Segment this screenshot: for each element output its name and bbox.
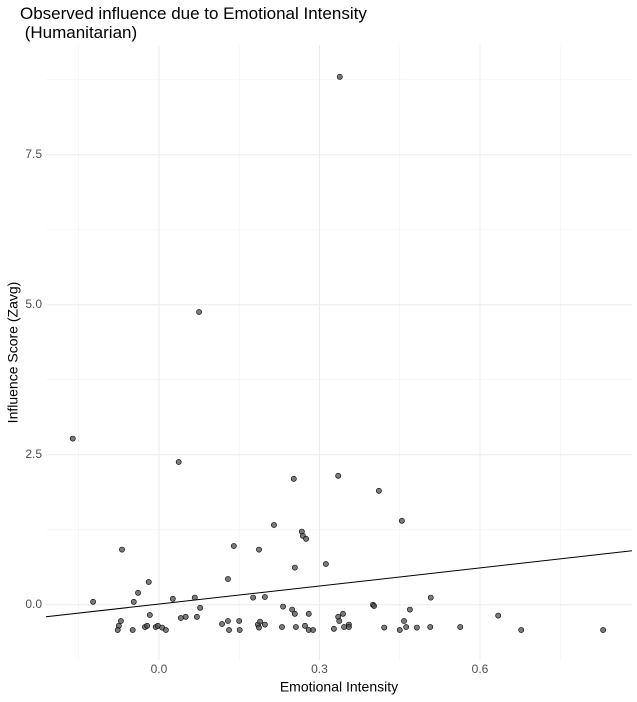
point	[236, 618, 243, 624]
point	[518, 627, 525, 633]
point	[236, 627, 243, 633]
x-tick-label: 0.6	[472, 662, 489, 676]
point	[197, 604, 204, 611]
point	[331, 625, 337, 632]
point	[271, 522, 277, 528]
x-axis-title: Emotional Intensity	[280, 679, 398, 695]
point	[261, 594, 268, 600]
point	[177, 615, 184, 621]
point	[196, 309, 202, 315]
point	[305, 610, 312, 617]
point	[495, 612, 502, 619]
point	[346, 624, 352, 630]
point	[310, 627, 316, 633]
point	[280, 603, 286, 610]
point	[129, 627, 136, 633]
y-tick-label: 0.0	[25, 597, 42, 611]
point	[169, 595, 176, 602]
y-tick-label: 5.0	[25, 297, 42, 311]
point	[375, 487, 382, 494]
point	[457, 624, 464, 630]
point	[413, 624, 420, 631]
point	[398, 517, 405, 524]
point	[396, 627, 403, 633]
point	[225, 618, 231, 624]
point	[381, 624, 388, 631]
chart-title: Observed influence due to Emotional Inte…	[20, 4, 367, 42]
point	[175, 459, 182, 465]
point	[427, 624, 434, 630]
point	[341, 624, 347, 630]
point	[303, 535, 309, 542]
y-tick-label: 7.5	[25, 147, 42, 161]
point	[219, 621, 225, 627]
point	[427, 594, 434, 601]
x-tick-label: 0.0	[151, 662, 168, 676]
point	[336, 73, 343, 80]
point	[130, 598, 137, 605]
point	[119, 546, 125, 553]
point	[135, 589, 141, 596]
point	[291, 564, 298, 571]
point	[226, 627, 232, 633]
point	[118, 618, 124, 624]
point	[407, 606, 413, 613]
point	[290, 475, 297, 482]
point	[230, 543, 237, 549]
point	[289, 606, 296, 613]
point	[403, 624, 410, 630]
point	[250, 594, 257, 601]
point	[114, 627, 121, 633]
x-tick-label: 0.3	[311, 662, 328, 676]
point	[261, 621, 268, 628]
point	[182, 613, 189, 620]
point	[322, 561, 329, 567]
point	[145, 579, 152, 585]
point	[336, 618, 343, 624]
point	[69, 435, 76, 442]
point	[144, 622, 151, 629]
y-tick-label: 2.5	[25, 447, 42, 461]
point	[600, 627, 607, 633]
point	[302, 622, 308, 629]
point	[256, 624, 262, 631]
point	[291, 610, 298, 617]
point	[335, 472, 342, 479]
point	[90, 598, 96, 605]
point	[257, 618, 263, 625]
point	[146, 612, 153, 618]
point	[340, 610, 346, 617]
trend-line	[45, 550, 633, 618]
point	[371, 603, 377, 609]
point	[194, 613, 200, 620]
point	[401, 618, 407, 624]
point	[279, 624, 285, 630]
y-axis-title: Influence Score (Zavg)	[5, 282, 21, 424]
point	[162, 627, 169, 633]
point	[225, 576, 231, 582]
point	[256, 546, 262, 553]
point	[293, 624, 299, 630]
